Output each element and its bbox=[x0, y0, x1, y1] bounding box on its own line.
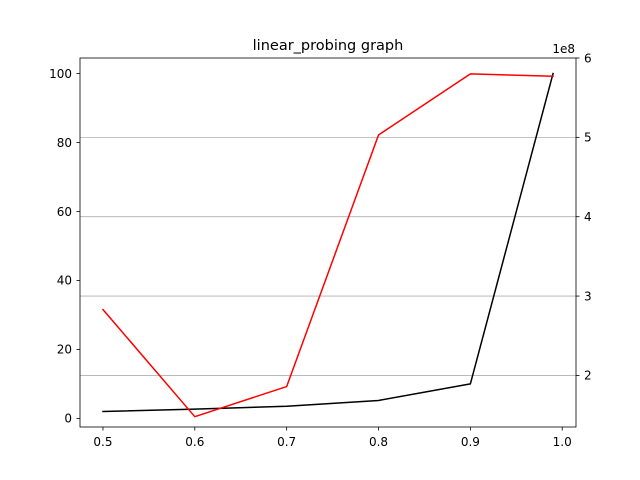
left-y-tick-label: 60 bbox=[57, 205, 72, 219]
x-tick-label: 0.7 bbox=[277, 435, 296, 449]
x-tick-label: 1.0 bbox=[553, 435, 572, 449]
right-y-tick-label: 4 bbox=[584, 210, 592, 224]
left-y-tick-label: 0 bbox=[64, 412, 72, 426]
left-y-tick-label: 20 bbox=[57, 343, 72, 357]
right-y-tick-label: 2 bbox=[584, 369, 592, 383]
ticks-layer: 0.5 0.6 0.7 0.8 0.9 1.0 0 20 40 60 80 100 2 3 4 5 6 bbox=[49, 51, 592, 449]
chart-title: linear_probing graph bbox=[253, 38, 404, 54]
series-line-1 bbox=[102, 72, 554, 413]
x-tick-label: 0.9 bbox=[461, 435, 480, 449]
left-y-tick-label: 80 bbox=[57, 136, 72, 150]
left-y-tick-label: 40 bbox=[57, 274, 72, 288]
axes-layer bbox=[79, 57, 577, 428]
x-tick-label: 0.6 bbox=[185, 435, 204, 449]
right-y-tick-label: 3 bbox=[584, 289, 592, 303]
x-tick-label: 0.5 bbox=[93, 435, 112, 449]
right-y-tick-label: 6 bbox=[584, 51, 592, 65]
left-y-tick-label: 100 bbox=[49, 67, 72, 81]
right-axis-offset-label: 1e8 bbox=[552, 42, 575, 56]
series-layer bbox=[101, 72, 554, 418]
right-y-tick-label: 5 bbox=[584, 131, 592, 145]
plot-frame bbox=[79, 57, 577, 428]
series-line-2 bbox=[101, 73, 554, 418]
x-tick-label: 0.8 bbox=[369, 435, 388, 449]
